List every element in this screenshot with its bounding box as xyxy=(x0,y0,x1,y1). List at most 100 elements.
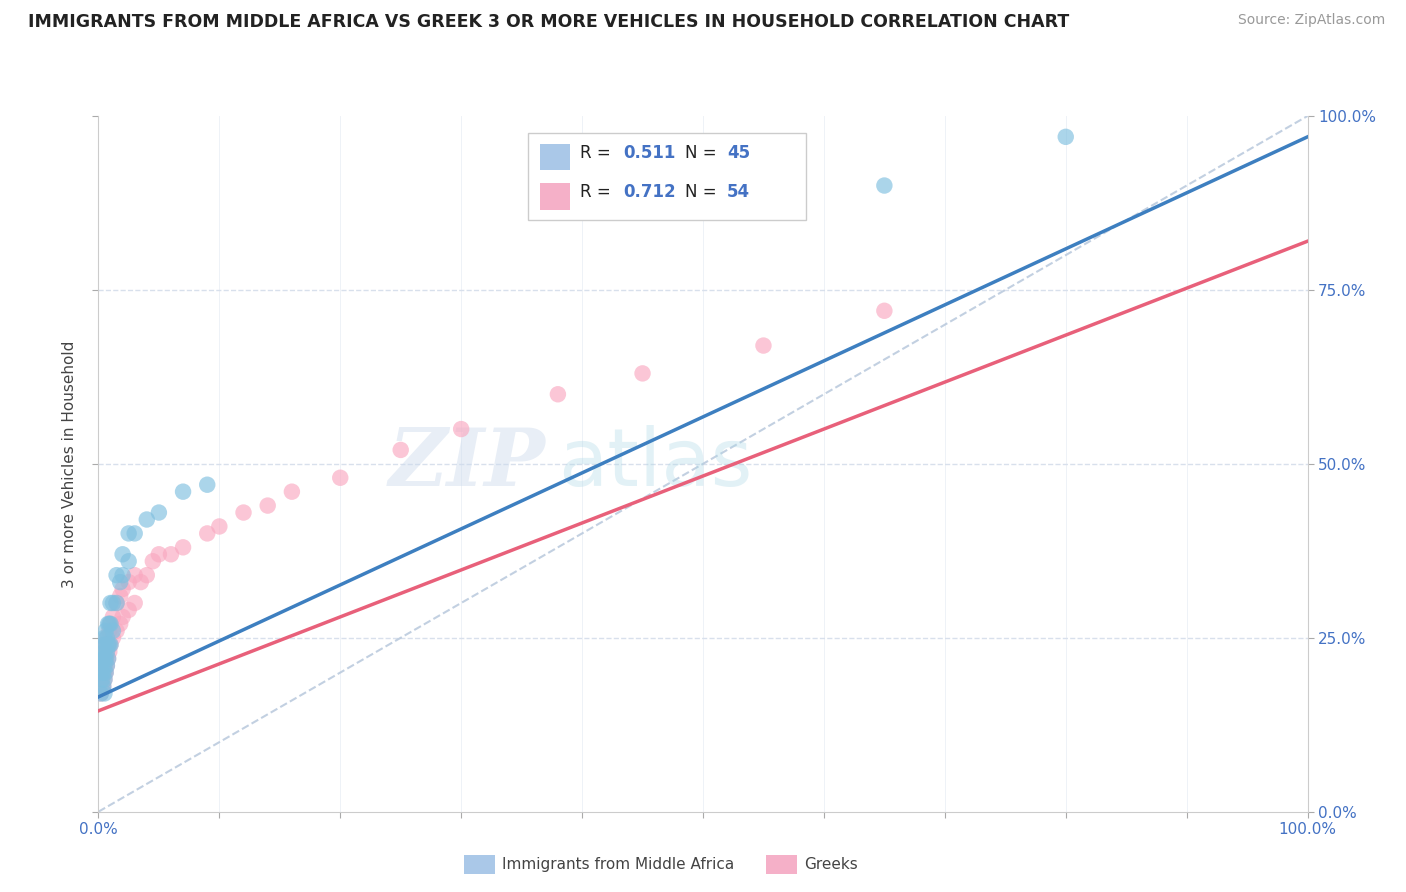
Point xyxy=(96,631,118,645)
Point xyxy=(105,596,128,610)
Point xyxy=(91,673,114,687)
Point xyxy=(93,665,115,680)
Point xyxy=(118,554,141,568)
Point xyxy=(108,575,131,590)
Point xyxy=(111,610,134,624)
Text: R =: R = xyxy=(579,144,616,161)
Point xyxy=(93,645,115,659)
Point xyxy=(129,575,152,590)
Point xyxy=(98,616,121,631)
Point xyxy=(124,526,146,541)
Point xyxy=(160,547,183,561)
Point xyxy=(91,651,114,665)
Point xyxy=(96,631,118,645)
Point xyxy=(111,568,134,582)
Text: Immigrants from Middle Africa: Immigrants from Middle Africa xyxy=(502,857,734,871)
Y-axis label: 3 or more Vehicles in Household: 3 or more Vehicles in Household xyxy=(62,340,77,588)
Point xyxy=(873,303,896,318)
Point xyxy=(172,484,194,499)
Text: 0.511: 0.511 xyxy=(623,144,675,161)
Point xyxy=(91,680,114,694)
Point xyxy=(93,651,115,665)
Point xyxy=(97,638,120,652)
Point xyxy=(101,624,124,638)
Point xyxy=(873,178,896,193)
Point xyxy=(93,658,115,673)
Point xyxy=(96,658,118,673)
Point xyxy=(94,624,117,638)
Bar xyxy=(540,144,569,170)
Point xyxy=(91,665,114,680)
Point xyxy=(101,631,124,645)
Point xyxy=(98,645,121,659)
Point xyxy=(93,673,115,687)
Text: Source: ZipAtlas.com: Source: ZipAtlas.com xyxy=(1237,13,1385,28)
Point xyxy=(195,477,218,491)
Point xyxy=(105,568,128,582)
Point xyxy=(108,616,131,631)
Point xyxy=(97,651,120,665)
Text: R =: R = xyxy=(579,184,616,202)
Point xyxy=(94,651,117,665)
Point xyxy=(93,638,115,652)
Point xyxy=(148,506,170,520)
Point xyxy=(91,673,114,687)
Point xyxy=(172,541,194,555)
Point xyxy=(195,526,218,541)
Point xyxy=(98,624,121,638)
Point xyxy=(108,589,131,603)
Point xyxy=(100,596,122,610)
Point xyxy=(547,387,569,401)
Text: N =: N = xyxy=(685,184,721,202)
Point xyxy=(256,499,278,513)
Point xyxy=(97,651,120,665)
Point xyxy=(135,568,157,582)
Point xyxy=(101,596,124,610)
Point xyxy=(94,638,117,652)
Point xyxy=(94,665,117,680)
Text: ZIP: ZIP xyxy=(389,425,546,502)
Point xyxy=(91,680,114,694)
Point xyxy=(329,471,352,485)
Point xyxy=(93,686,115,700)
Point xyxy=(91,665,114,680)
Point xyxy=(91,638,114,652)
Point xyxy=(281,484,304,499)
Point xyxy=(97,638,120,652)
Point xyxy=(94,665,117,680)
Point xyxy=(91,665,114,680)
Point xyxy=(111,547,134,561)
Point xyxy=(101,610,124,624)
Point xyxy=(93,658,115,673)
Point xyxy=(94,651,117,665)
Point xyxy=(96,645,118,659)
Point xyxy=(631,367,654,381)
Point xyxy=(93,651,115,665)
Point xyxy=(91,680,114,694)
Point xyxy=(94,638,117,652)
Point xyxy=(98,638,121,652)
Point xyxy=(91,651,114,665)
Point xyxy=(148,547,170,561)
Point xyxy=(142,554,165,568)
Point xyxy=(232,506,254,520)
Point xyxy=(100,638,122,652)
Point xyxy=(1054,129,1077,144)
Point xyxy=(100,638,122,652)
Point xyxy=(96,658,118,673)
Point xyxy=(118,575,141,590)
Text: atlas: atlas xyxy=(558,425,752,503)
Text: 54: 54 xyxy=(727,184,751,202)
Point xyxy=(118,603,141,617)
Point xyxy=(91,665,114,680)
Point xyxy=(90,686,112,700)
Point xyxy=(97,616,120,631)
Point xyxy=(118,526,141,541)
Point xyxy=(93,631,115,645)
Point xyxy=(450,422,472,436)
Point xyxy=(105,596,128,610)
Point xyxy=(135,512,157,526)
Point xyxy=(208,519,231,533)
Text: 0.712: 0.712 xyxy=(623,184,676,202)
Text: IMMIGRANTS FROM MIDDLE AFRICA VS GREEK 3 OR MORE VEHICLES IN HOUSEHOLD CORRELATI: IMMIGRANTS FROM MIDDLE AFRICA VS GREEK 3… xyxy=(28,13,1070,31)
